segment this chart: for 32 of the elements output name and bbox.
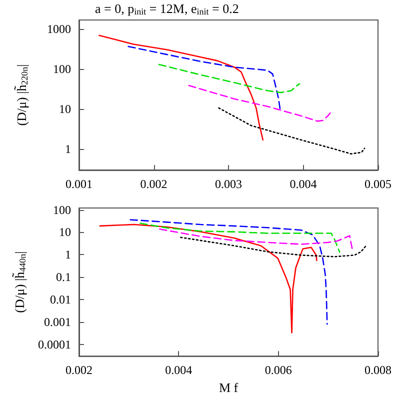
line-series — [140, 222, 340, 253]
y-tick-label: 0.001 — [44, 314, 71, 329]
y-tick-label: 0.0001 — [38, 337, 71, 352]
line-series — [130, 219, 328, 325]
x-tick-label: 0.003 — [215, 177, 242, 191]
line-series — [180, 236, 367, 258]
y-tick-label: 100 — [53, 62, 71, 76]
y-tick-label: 0.01 — [50, 292, 71, 307]
line-series — [158, 64, 300, 94]
x-tick-label: 0.004 — [165, 363, 192, 378]
x-tick-label: 0.005 — [364, 177, 392, 191]
line-series — [188, 84, 331, 122]
x-tick-label: 0.006 — [264, 363, 292, 378]
y-tick-label: 100 — [53, 202, 71, 217]
y-axis-title: (D/μ) |h̃220n| — [14, 64, 30, 126]
y-tick-label: 10 — [59, 102, 71, 116]
x-tick-label: 0.004 — [290, 177, 317, 191]
line-series — [98, 34, 264, 141]
line-series — [218, 107, 366, 155]
y-axis-title: (D/μ) |h̃440n| — [12, 251, 28, 313]
x-tick-label: 0.002 — [140, 177, 168, 191]
line-series — [128, 46, 281, 110]
y-tick-label: 1 — [65, 248, 71, 262]
x-axis-title: M f — [218, 380, 239, 395]
x-tick-label: 0.008 — [364, 363, 392, 378]
line-series — [99, 224, 318, 334]
y-tick-label: 10 — [59, 225, 71, 240]
y-tick-label: 0.1 — [56, 270, 71, 284]
line-series — [159, 228, 353, 250]
x-tick-label: 0.002 — [66, 363, 92, 378]
y-tick-label: 1 — [65, 142, 71, 156]
y-tick-label: 1000 — [47, 22, 71, 36]
